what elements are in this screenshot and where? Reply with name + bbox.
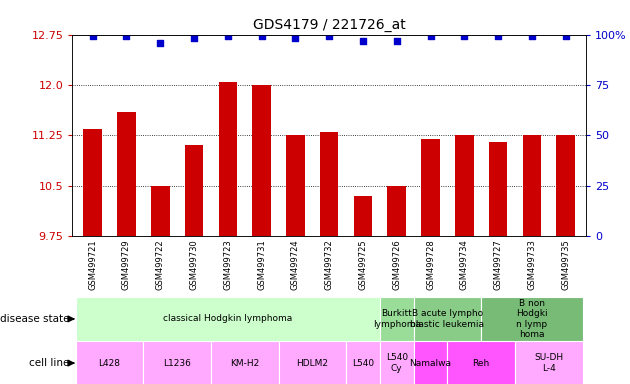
Text: GSM499735: GSM499735 [561,239,570,290]
Text: GSM499732: GSM499732 [324,239,334,290]
Bar [515,341,583,384]
Bar [219,82,237,236]
Text: GSM499729: GSM499729 [122,239,131,290]
Text: L1236: L1236 [163,359,191,367]
Bar [387,186,406,236]
Text: cell line: cell line [29,358,69,368]
Bar [83,129,102,236]
Text: GSM499721: GSM499721 [88,239,97,290]
Point [561,33,571,39]
Text: Burkitt
lymphoma: Burkitt lymphoma [373,309,421,329]
Text: GSM499734: GSM499734 [460,239,469,290]
Point [493,33,503,39]
Bar [346,341,380,384]
Bar [447,341,515,384]
Bar [320,132,338,236]
Bar [144,341,211,384]
Text: GSM499723: GSM499723 [224,239,232,290]
Point [290,35,301,41]
Bar [76,297,380,341]
Title: GDS4179 / 221726_at: GDS4179 / 221726_at [253,18,406,32]
Text: B acute lympho
blastic leukemia: B acute lympho blastic leukemia [410,309,484,329]
Point [425,33,435,39]
Bar [455,136,474,236]
Text: Reh: Reh [472,359,490,367]
Text: L540
Cy: L540 Cy [386,353,408,373]
Bar [556,136,575,236]
Point [392,38,402,45]
Text: Namalwa: Namalwa [410,359,452,367]
Text: classical Hodgkin lymphoma: classical Hodgkin lymphoma [163,314,292,323]
Text: B non
Hodgki
n lymp
homa: B non Hodgki n lymp homa [516,299,547,339]
Text: GSM499728: GSM499728 [426,239,435,290]
Bar [286,136,305,236]
Bar [151,186,169,236]
Text: L428: L428 [99,359,120,367]
Text: disease state: disease state [0,314,69,324]
Point [88,33,98,39]
Point [155,40,165,46]
Text: GSM499727: GSM499727 [493,239,503,290]
Text: L540: L540 [352,359,374,367]
Text: GSM499730: GSM499730 [190,239,198,290]
Bar [211,341,278,384]
Text: GSM499725: GSM499725 [358,239,367,290]
Bar [278,341,346,384]
Point [189,35,199,41]
Bar [414,341,447,384]
Text: SU-DH
L-4: SU-DH L-4 [534,353,563,373]
Bar [522,136,541,236]
Bar [489,142,507,236]
Point [527,33,537,39]
Bar [380,297,414,341]
Point [223,33,233,39]
Point [358,38,368,45]
Bar [353,196,372,236]
Bar [185,146,203,236]
Bar [380,341,414,384]
Text: GSM499722: GSM499722 [156,239,165,290]
Bar [481,297,583,341]
Text: HDLM2: HDLM2 [296,359,328,367]
Text: GSM499726: GSM499726 [392,239,401,290]
Text: GSM499733: GSM499733 [527,239,536,290]
Point [122,33,132,39]
Point [459,33,469,39]
Text: KM-H2: KM-H2 [230,359,260,367]
Bar [414,297,481,341]
Point [324,33,334,39]
Point [256,33,266,39]
Text: GSM499731: GSM499731 [257,239,266,290]
Text: GSM499724: GSM499724 [291,239,300,290]
Bar [421,139,440,236]
Bar [253,85,271,236]
Bar [117,112,136,236]
Bar [76,341,144,384]
